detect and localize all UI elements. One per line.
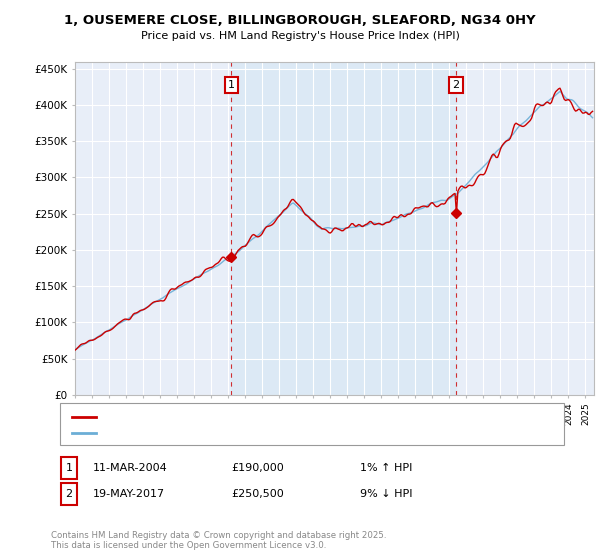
Text: Price paid vs. HM Land Registry's House Price Index (HPI): Price paid vs. HM Land Registry's House … <box>140 31 460 41</box>
Text: £190,000: £190,000 <box>231 463 284 473</box>
Text: 2: 2 <box>65 489 73 499</box>
Text: 1: 1 <box>65 463 73 473</box>
Text: 19-MAY-2017: 19-MAY-2017 <box>93 489 165 499</box>
Text: £250,500: £250,500 <box>231 489 284 499</box>
Text: 2: 2 <box>452 80 460 90</box>
Text: 1, OUSEMERE CLOSE, BILLINGBOROUGH, SLEAFORD, NG34 0HY (detached house): 1, OUSEMERE CLOSE, BILLINGBOROUGH, SLEAF… <box>102 412 489 421</box>
Text: 11-MAR-2004: 11-MAR-2004 <box>93 463 168 473</box>
Text: 1, OUSEMERE CLOSE, BILLINGBOROUGH, SLEAFORD, NG34 0HY: 1, OUSEMERE CLOSE, BILLINGBOROUGH, SLEAF… <box>64 14 536 27</box>
Bar <box>232 62 456 395</box>
Text: 9% ↓ HPI: 9% ↓ HPI <box>360 489 413 499</box>
Text: 1% ↑ HPI: 1% ↑ HPI <box>360 463 412 473</box>
Text: HPI: Average price, detached house, South Kesteven: HPI: Average price, detached house, Sout… <box>102 429 352 438</box>
Text: Contains HM Land Registry data © Crown copyright and database right 2025.
This d: Contains HM Land Registry data © Crown c… <box>51 531 386 550</box>
Text: 1: 1 <box>228 80 235 90</box>
